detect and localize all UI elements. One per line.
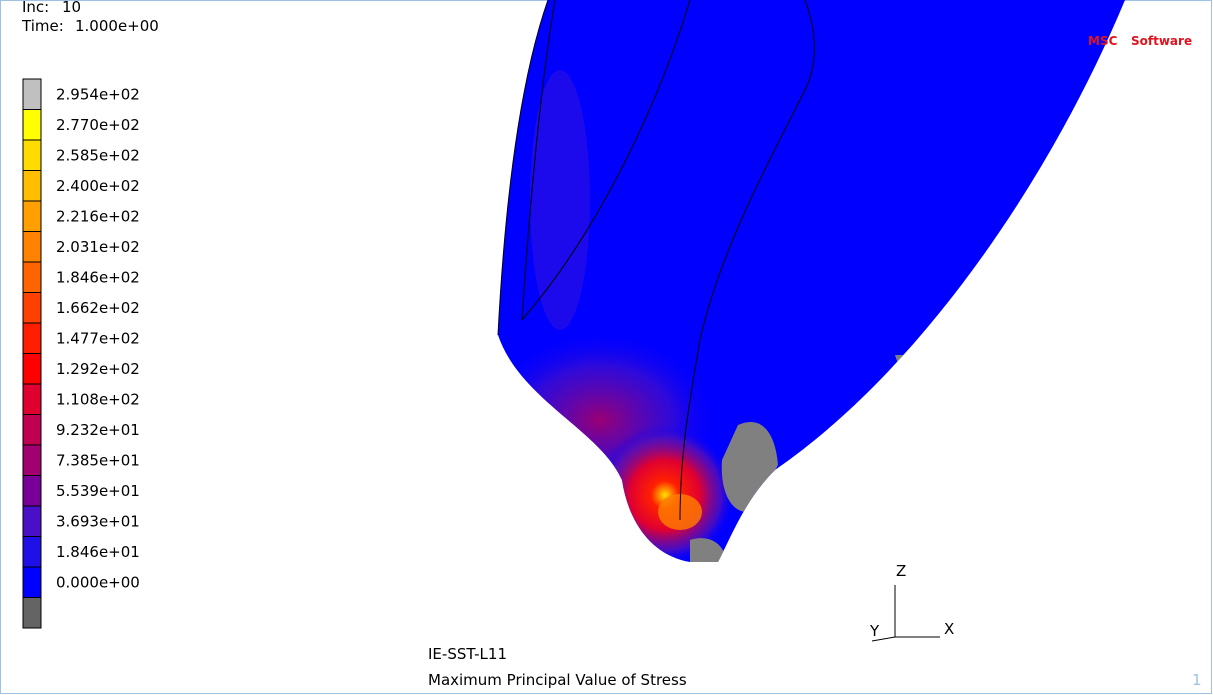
legend-swatch — [23, 110, 41, 141]
legend-label: 7.385e+01 — [56, 451, 140, 469]
scene: Z X Y Inc: 10 Time: 1.000e+00 MSC Softwa… — [0, 0, 1213, 695]
inc-label: Inc: — [22, 0, 49, 16]
legend-label: 9.232e+01 — [56, 421, 140, 439]
page-number: 1 — [1192, 671, 1202, 689]
legend-label: 5.539e+01 — [56, 482, 140, 500]
model — [480, 0, 1125, 565]
legend-swatch — [23, 598, 41, 629]
legend-label: 1.108e+02 — [56, 390, 140, 408]
legend-label: 1.846e+02 — [56, 268, 140, 286]
legend-swatch — [23, 140, 41, 171]
axis-triad: Z X Y — [869, 562, 954, 641]
axis-x: X — [944, 620, 954, 638]
legend-swatch — [23, 171, 41, 202]
legend-label: 2.770e+02 — [56, 116, 140, 134]
viewport: Z X Y Inc: 10 Time: 1.000e+00 MSC Softwa… — [0, 0, 1213, 695]
time-value: 1.000e+00 — [75, 17, 159, 35]
legend-label: 1.292e+02 — [56, 360, 140, 378]
legend-label: 2.585e+02 — [56, 146, 140, 164]
legend-label: 1.477e+02 — [56, 329, 140, 347]
legend-label: 2.400e+02 — [56, 177, 140, 195]
legend-label: 2.954e+02 — [56, 85, 140, 103]
caption: Maximum Principal Value of Stress — [428, 671, 687, 689]
legend-swatch — [23, 537, 41, 568]
legend-label: 3.693e+01 — [56, 512, 140, 530]
legend-swatch — [23, 415, 41, 446]
blade — [498, 0, 1125, 562]
legend-swatch — [23, 79, 41, 110]
legend-swatch — [23, 506, 41, 537]
time-label: Time: — [21, 17, 64, 35]
legend: 2.954e+02 2.770e+02 2.585e+02 2.400e+02 2.21… — [23, 79, 140, 628]
legend-swatch — [23, 262, 41, 293]
legend-label: 0.000e+00 — [56, 573, 140, 591]
legend-label: 2.216e+02 — [56, 207, 140, 225]
legend-swatch — [23, 354, 41, 385]
job-name: IE-SST-L11 — [428, 645, 507, 663]
legend-label: 2.031e+02 — [56, 238, 140, 256]
legend-swatch — [23, 293, 41, 324]
legend-label: 1.846e+01 — [56, 543, 140, 561]
legend-swatch — [23, 445, 41, 476]
legend-swatch — [23, 323, 41, 354]
inc-value: 10 — [62, 0, 81, 16]
logo-left: MSC — [1088, 34, 1118, 48]
logo-right: Software — [1131, 34, 1192, 48]
axis-y: Y — [869, 622, 880, 640]
axis-z: Z — [896, 562, 906, 580]
legend-label: 1.662e+02 — [56, 299, 140, 317]
legend-swatch — [23, 201, 41, 232]
legend-swatch — [23, 384, 41, 415]
legend-swatch — [23, 476, 41, 507]
legend-swatch — [23, 232, 41, 263]
legend-swatch — [23, 567, 41, 598]
